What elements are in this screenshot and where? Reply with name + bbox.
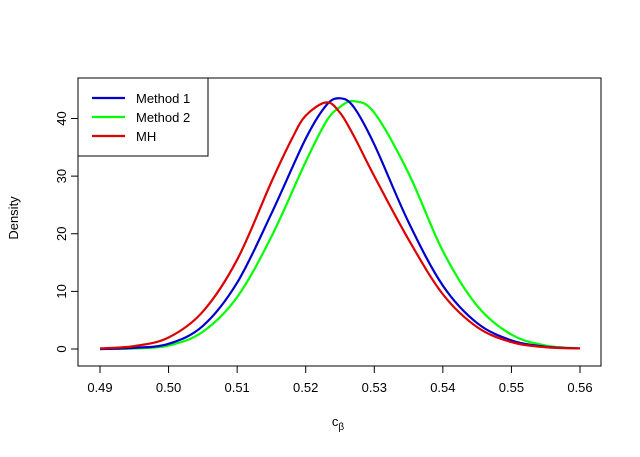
series-line-method-1 xyxy=(99,97,581,351)
legend-label: MH xyxy=(136,129,156,144)
x-tick-label: 0.54 xyxy=(430,380,455,395)
y-axis: 0 10 20 30 40 xyxy=(54,111,79,353)
x-tick-label: 0.49 xyxy=(87,380,112,395)
y-tick-label: 40 xyxy=(54,111,69,125)
legend: Method 1 Method 2 MH xyxy=(77,77,209,157)
y-axis-label: Density xyxy=(6,196,21,240)
x-tick-label: 0.51 xyxy=(224,380,249,395)
x-axis-label-base: c xyxy=(332,414,339,429)
legend-label: Method 1 xyxy=(136,91,190,106)
x-axis-label-subscript: β xyxy=(338,422,344,433)
x-axis: 0.49 0.50 0.51 0.52 0.53 0.54 0.55 0.56 xyxy=(87,365,593,395)
x-tick-label: 0.55 xyxy=(499,380,524,395)
y-tick-label: 20 xyxy=(54,227,69,241)
series-line-method-2 xyxy=(99,99,581,351)
legend-label: Method 2 xyxy=(136,110,190,125)
x-axis-label: cβ xyxy=(332,414,345,433)
y-tick-label: 0 xyxy=(54,345,69,352)
x-tick-label: 0.53 xyxy=(362,380,387,395)
series-line-mh xyxy=(99,101,581,350)
series-lines xyxy=(99,97,581,351)
y-tick-label: 30 xyxy=(54,169,69,183)
x-tick-label: 0.50 xyxy=(156,380,181,395)
x-tick-label: 0.52 xyxy=(293,380,318,395)
y-tick-label: 10 xyxy=(54,284,69,298)
x-tick-label: 0.56 xyxy=(567,380,592,395)
